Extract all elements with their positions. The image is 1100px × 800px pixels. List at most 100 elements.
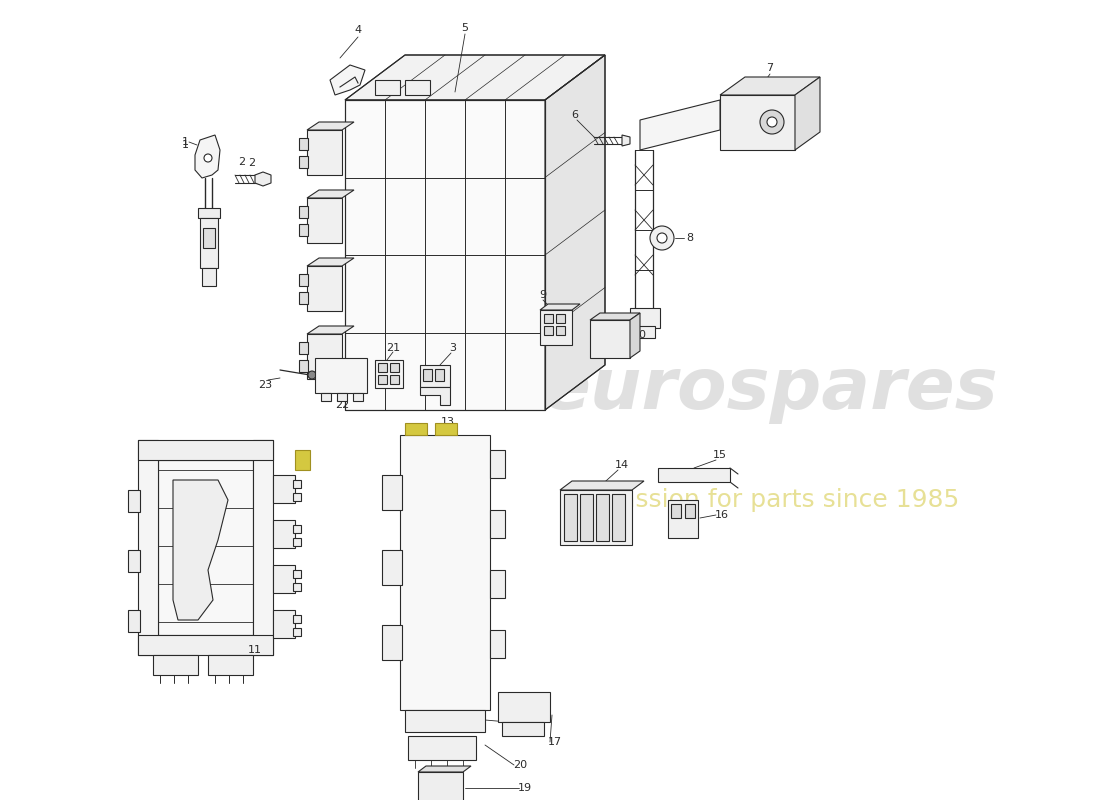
Bar xyxy=(273,520,295,548)
Bar xyxy=(293,493,301,501)
Bar xyxy=(375,360,403,388)
Polygon shape xyxy=(795,77,820,150)
Bar xyxy=(208,655,253,675)
Bar xyxy=(490,570,505,598)
Bar xyxy=(580,494,593,541)
Bar xyxy=(382,625,402,660)
Text: 4: 4 xyxy=(354,25,362,35)
Bar xyxy=(378,375,387,384)
Circle shape xyxy=(767,117,777,127)
Bar xyxy=(418,772,463,800)
Bar xyxy=(502,722,544,736)
Text: 11: 11 xyxy=(248,645,262,655)
Bar xyxy=(293,628,301,636)
Bar xyxy=(128,490,140,512)
Polygon shape xyxy=(420,387,450,405)
Bar xyxy=(596,494,609,541)
Bar xyxy=(590,320,630,358)
Bar xyxy=(200,218,218,268)
Polygon shape xyxy=(630,313,640,358)
Bar xyxy=(408,736,476,760)
Bar xyxy=(405,80,430,95)
Bar xyxy=(299,206,308,218)
Bar xyxy=(299,138,308,150)
Bar xyxy=(400,435,490,710)
Bar xyxy=(375,80,400,95)
Text: 5: 5 xyxy=(462,23,469,33)
Bar xyxy=(544,314,553,323)
Bar xyxy=(424,369,432,381)
Bar xyxy=(345,100,544,410)
Polygon shape xyxy=(307,258,354,266)
Bar xyxy=(293,480,301,488)
Text: 9: 9 xyxy=(539,290,547,300)
Bar xyxy=(540,310,572,345)
Bar xyxy=(382,475,402,510)
Bar xyxy=(560,490,632,545)
Bar xyxy=(720,95,795,150)
Polygon shape xyxy=(330,65,365,95)
Circle shape xyxy=(204,154,212,162)
Text: 17: 17 xyxy=(548,737,562,747)
Bar xyxy=(390,375,399,384)
Text: 15: 15 xyxy=(713,450,727,460)
Polygon shape xyxy=(544,55,605,410)
Bar xyxy=(390,363,399,372)
Text: eurospares: eurospares xyxy=(541,355,999,425)
Bar xyxy=(128,610,140,632)
Bar xyxy=(293,615,301,623)
Bar xyxy=(490,630,505,658)
Polygon shape xyxy=(720,77,820,95)
Bar xyxy=(204,228,214,248)
Text: 10: 10 xyxy=(632,330,647,340)
Text: a passion for parts since 1985: a passion for parts since 1985 xyxy=(581,488,959,512)
Bar xyxy=(685,504,695,518)
Bar xyxy=(273,475,295,503)
Bar xyxy=(434,423,456,435)
Polygon shape xyxy=(418,766,471,772)
Bar xyxy=(138,635,273,655)
Bar xyxy=(299,292,308,304)
Bar xyxy=(405,423,427,435)
Bar xyxy=(315,358,367,393)
Text: 6: 6 xyxy=(572,110,579,120)
Polygon shape xyxy=(255,172,271,186)
Bar xyxy=(293,583,301,591)
Bar xyxy=(299,360,308,372)
Bar xyxy=(153,655,198,675)
Polygon shape xyxy=(540,304,580,310)
Bar xyxy=(299,274,308,286)
Bar xyxy=(434,369,444,381)
Bar xyxy=(293,538,301,546)
Bar xyxy=(321,393,331,401)
Circle shape xyxy=(760,110,784,134)
Text: 20: 20 xyxy=(513,760,527,770)
Bar xyxy=(253,440,273,655)
Bar xyxy=(420,365,450,387)
Bar xyxy=(544,326,553,335)
Bar xyxy=(490,450,505,478)
Bar xyxy=(138,440,273,460)
Text: 16: 16 xyxy=(715,510,729,520)
Bar xyxy=(658,468,730,482)
Polygon shape xyxy=(590,313,640,320)
Bar xyxy=(378,363,387,372)
Polygon shape xyxy=(173,480,228,620)
Bar xyxy=(353,393,363,401)
Polygon shape xyxy=(307,326,354,334)
Bar xyxy=(556,314,565,323)
Bar xyxy=(382,550,402,585)
Bar xyxy=(295,450,310,470)
Bar xyxy=(635,326,654,338)
Polygon shape xyxy=(640,100,720,150)
Text: 18: 18 xyxy=(508,719,522,729)
Polygon shape xyxy=(307,190,354,198)
Bar xyxy=(202,268,216,286)
Polygon shape xyxy=(560,481,643,490)
Text: 1: 1 xyxy=(182,137,188,147)
Polygon shape xyxy=(307,334,342,379)
Bar xyxy=(273,610,295,638)
Text: 19: 19 xyxy=(518,783,532,793)
Bar xyxy=(299,224,308,236)
Text: 8: 8 xyxy=(686,233,694,243)
